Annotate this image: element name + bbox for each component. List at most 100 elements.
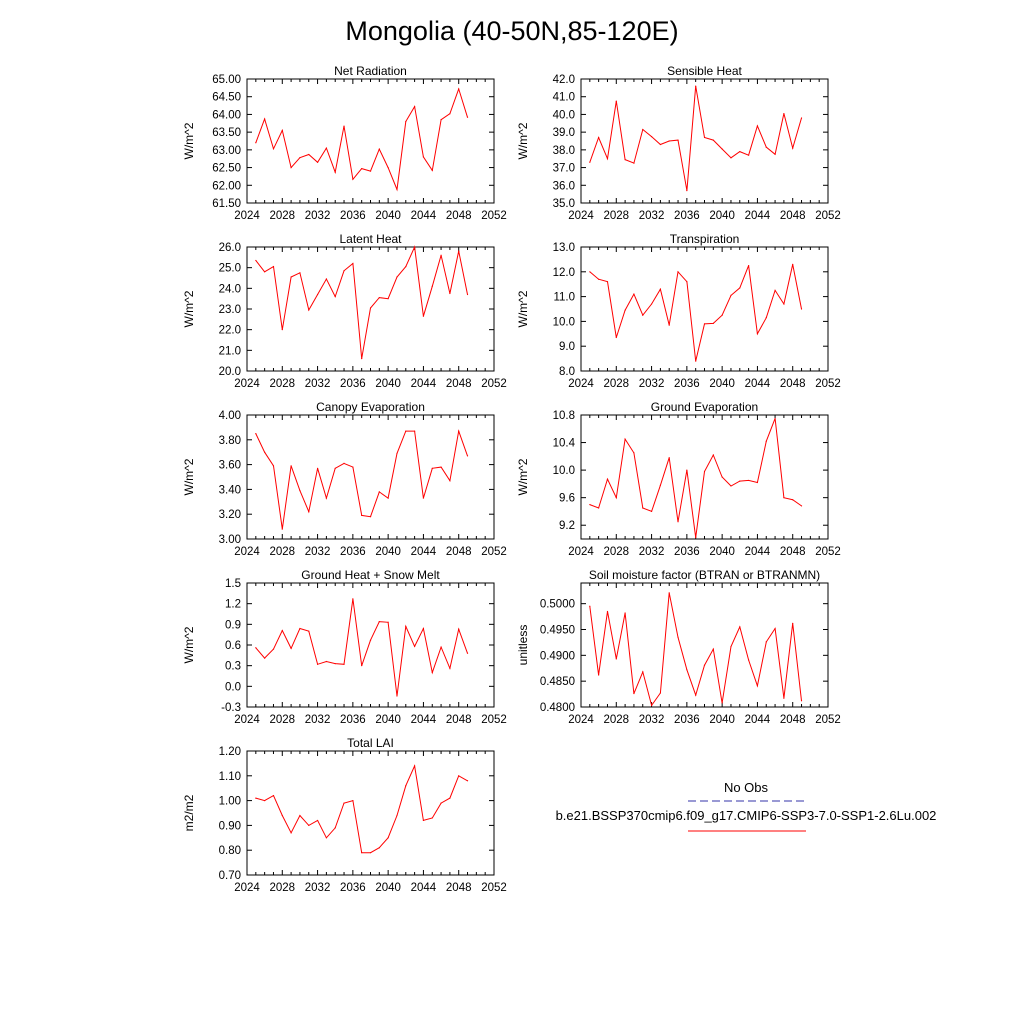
plot-frame <box>246 414 495 540</box>
data-point <box>431 467 433 469</box>
data-point <box>739 480 741 482</box>
y-tick-label: 3.20 <box>219 509 241 521</box>
x-tick-label: 2040 <box>375 714 401 726</box>
y-axis-label: m2/m2 <box>182 794 196 831</box>
x-tick-label: 2036 <box>674 546 700 558</box>
y-axis-label: W/m^2 <box>182 458 196 495</box>
data-point <box>255 433 257 435</box>
x-tick-label: 2032 <box>639 714 665 726</box>
data-point <box>352 598 354 600</box>
data-point <box>783 697 785 699</box>
panel-title: Sensible Heat <box>667 64 742 78</box>
x-tick-label: 2040 <box>709 210 735 222</box>
panel-title: Soil moisture factor (BTRAN or BTRANMN) <box>589 568 820 582</box>
data-point <box>343 270 345 272</box>
data-point <box>405 785 407 787</box>
x-tick-label: 2044 <box>745 546 771 558</box>
data-point <box>624 309 626 311</box>
data-point <box>466 116 469 118</box>
data-point <box>783 303 785 305</box>
y-tick-label: 36.0 <box>553 180 575 192</box>
data-point <box>765 641 767 643</box>
x-tick-label: 2024 <box>234 882 260 894</box>
x-tick-label: 2032 <box>305 546 331 558</box>
data-point <box>598 136 600 139</box>
data-point <box>695 85 697 87</box>
data-point <box>748 659 750 661</box>
data-point <box>748 154 750 156</box>
x-tick-label: 2028 <box>269 210 295 222</box>
series-line <box>255 245 468 359</box>
data-point <box>440 646 442 648</box>
data-point <box>748 265 750 267</box>
data-point <box>264 800 266 802</box>
data-point <box>299 490 301 492</box>
data-point <box>255 259 257 262</box>
data-point <box>624 438 626 440</box>
data-point <box>272 648 275 650</box>
data-point <box>299 814 301 817</box>
x-tick-label: 2044 <box>745 378 771 390</box>
y-tick-label: 10.0 <box>553 465 575 477</box>
data-point <box>308 511 310 513</box>
data-point <box>361 168 363 170</box>
plot-frame <box>580 582 829 708</box>
data-point <box>686 469 688 471</box>
data-point <box>325 497 327 499</box>
x-tick-label: 2048 <box>446 714 472 726</box>
x-tick-label: 2036 <box>674 714 700 726</box>
data-point <box>633 162 635 164</box>
data-point <box>730 157 732 159</box>
legend: No Obs b.e21.BSSP370cmip6.f09_g17.CMIP6-… <box>556 780 936 832</box>
data-point <box>343 802 345 804</box>
x-tick-label: 2044 <box>411 210 437 222</box>
data-point <box>606 281 609 283</box>
data-point <box>440 119 442 121</box>
data-point <box>316 663 319 665</box>
y-axis-label: W/m^2 <box>516 122 530 159</box>
data-point <box>633 692 635 695</box>
data-point <box>431 285 433 287</box>
data-point <box>703 136 706 139</box>
plot-frame <box>246 750 495 876</box>
panel-title: Latent Heat <box>339 232 402 246</box>
x-tick-label: 2044 <box>411 546 437 558</box>
data-point <box>792 147 794 149</box>
data-point <box>668 457 670 459</box>
x-tick-label: 2032 <box>305 210 331 222</box>
data-point <box>343 462 345 464</box>
data-point <box>703 664 706 666</box>
panel-title: Ground Heat + Snow Melt <box>301 568 440 582</box>
data-point <box>589 503 591 506</box>
x-tick-label: 2036 <box>674 210 700 222</box>
x-tick-label: 2040 <box>375 546 401 558</box>
data-point <box>387 166 389 169</box>
y-tick-label: 13.0 <box>553 242 575 254</box>
data-point <box>290 647 292 650</box>
x-tick-label: 2044 <box>745 714 771 726</box>
data-point <box>449 292 451 295</box>
data-point <box>721 702 723 704</box>
x-tick-label: 2024 <box>568 378 594 390</box>
data-point <box>800 505 803 507</box>
data-point <box>712 648 714 650</box>
x-tick-label: 2048 <box>446 378 472 390</box>
data-point <box>668 140 670 142</box>
data-point <box>650 135 653 138</box>
data-point <box>290 832 292 834</box>
data-point <box>659 484 661 486</box>
data-point <box>774 289 776 291</box>
data-point <box>598 507 600 509</box>
y-tick-label: 40.0 <box>553 109 575 121</box>
data-point <box>677 139 679 141</box>
panel-total-lai: Total LAI m2/m2 2024 2028 2032 2036 2040 2044 20… <box>182 736 507 894</box>
data-point <box>264 271 266 273</box>
data-point <box>466 780 469 782</box>
y-tick-label: 41.0 <box>553 92 575 104</box>
x-tick-label: 2052 <box>815 378 841 390</box>
y-tick-label: 0.90 <box>219 820 241 832</box>
data-point <box>405 430 407 432</box>
x-tick-label: 2028 <box>269 882 295 894</box>
data-point <box>449 480 451 482</box>
data-point <box>264 657 266 659</box>
